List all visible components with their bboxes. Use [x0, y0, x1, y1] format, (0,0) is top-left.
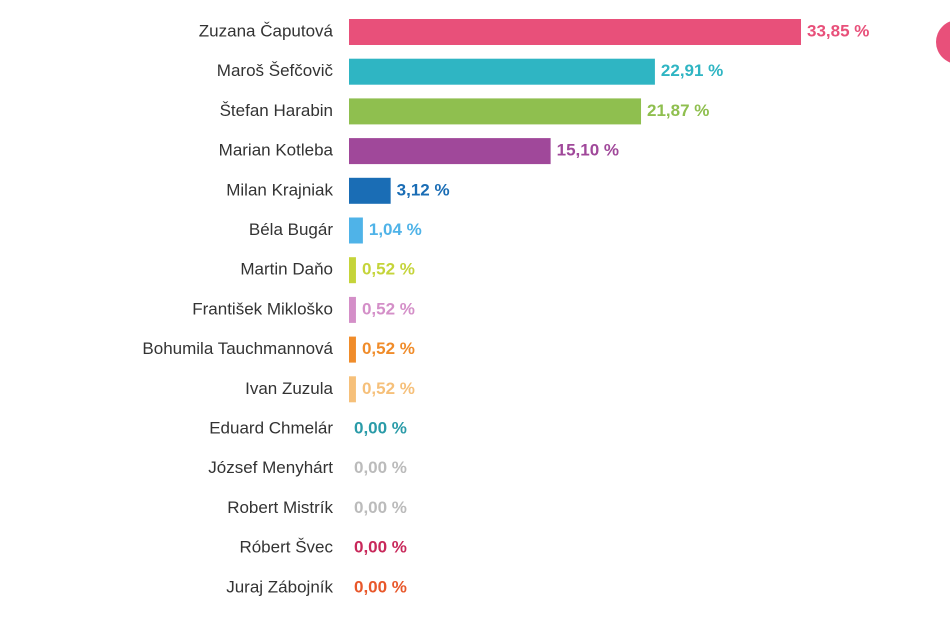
- bar: [349, 177, 391, 204]
- category-label: Štefan Harabin: [220, 101, 333, 120]
- value-label: 0,52 %: [362, 299, 415, 318]
- category-label: József Menyhárt: [208, 458, 333, 477]
- bar: [349, 376, 356, 403]
- value-label: 15,10 %: [557, 141, 619, 160]
- value-label: 21,87 %: [647, 101, 709, 120]
- bar: [349, 58, 655, 85]
- value-label: 0,00 %: [354, 458, 407, 477]
- category-label: Eduard Chmelár: [209, 418, 333, 437]
- bar: [349, 138, 551, 165]
- category-label: Milan Krajniak: [226, 180, 333, 199]
- badge: [936, 21, 950, 63]
- bar: [349, 19, 801, 45]
- value-label: 0,00 %: [354, 577, 407, 596]
- value-label: 22,91 %: [661, 61, 723, 80]
- category-label: Béla Bugár: [249, 220, 333, 239]
- category-label: Maroš Šefčovič: [217, 61, 334, 80]
- bar: [349, 217, 363, 244]
- bar: [349, 336, 356, 363]
- category-label: Bohumila Tauchmannová: [142, 339, 333, 358]
- value-label: 0,00 %: [354, 418, 407, 437]
- value-label: 0,52 %: [362, 379, 415, 398]
- value-label: 0,52 %: [362, 260, 415, 279]
- value-label: 3,12 %: [397, 180, 450, 199]
- value-label: 1,04 %: [369, 220, 422, 239]
- bar: [349, 98, 642, 125]
- value-label: 0,00 %: [354, 538, 407, 557]
- category-label: Juraj Zábojník: [226, 577, 333, 596]
- category-label: Ivan Zuzula: [245, 379, 333, 398]
- category-label: Robert Mistrík: [227, 498, 333, 517]
- value-label: 33,85 %: [807, 21, 869, 40]
- value-label: 0,52 %: [362, 339, 415, 358]
- category-label: Zuzana Čaputová: [199, 21, 334, 40]
- category-label: František Mikloško: [192, 299, 333, 318]
- category-label: Róbert Švec: [239, 538, 333, 557]
- category-label: Martin Daňo: [240, 260, 333, 279]
- value-label: 0,00 %: [354, 498, 407, 517]
- category-label: Marian Kotleba: [219, 141, 334, 160]
- bar: [349, 257, 356, 284]
- bar: [349, 296, 356, 323]
